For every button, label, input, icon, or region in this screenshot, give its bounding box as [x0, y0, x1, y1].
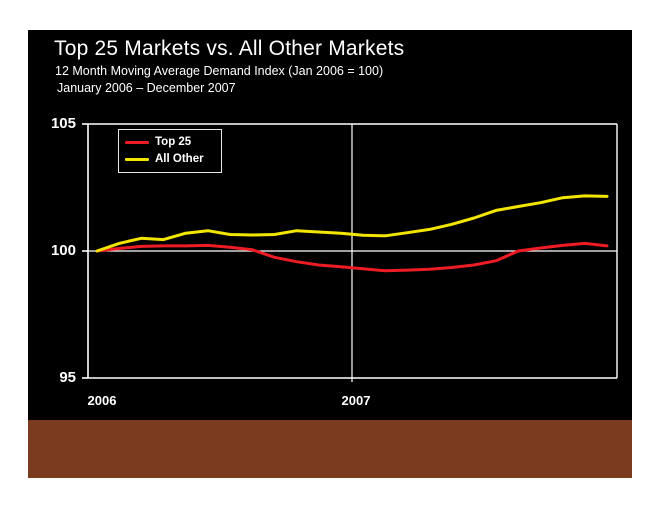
- chart-legend: Top 25 All Other: [118, 129, 222, 173]
- slide-subtitle-line2: January 2006 – December 2007: [57, 81, 236, 95]
- y-axis-label: 95: [59, 369, 76, 386]
- legend-item-top25: Top 25: [125, 134, 215, 151]
- legend-swatch-top25-icon: [125, 141, 149, 144]
- slide: Top 25 Markets vs. All Other Markets 12 …: [28, 30, 632, 478]
- chart-canvas: [82, 123, 618, 382]
- accent-bar: [28, 420, 632, 478]
- series-line-all-other: [95, 194, 609, 253]
- series-line-top-25: [95, 241, 609, 273]
- legend-item-all-other: All Other: [125, 151, 215, 168]
- chart-area: Top 25 All Other: [80, 120, 625, 400]
- legend-swatch-all-other-icon: [125, 158, 149, 161]
- slide-subtitle-line1: 12 Month Moving Average Demand Index (Ja…: [55, 64, 384, 78]
- page-title: Top 25 Markets vs. All Other Markets: [54, 37, 405, 60]
- y-axis-label: 100: [50, 242, 76, 259]
- x-axis-label: 2007: [341, 393, 371, 408]
- y-axis-label: 105: [50, 115, 76, 132]
- legend-label-top25: Top 25: [155, 136, 192, 148]
- x-axis-label: 2006: [87, 393, 117, 408]
- legend-label-all-other: All Other: [155, 153, 204, 165]
